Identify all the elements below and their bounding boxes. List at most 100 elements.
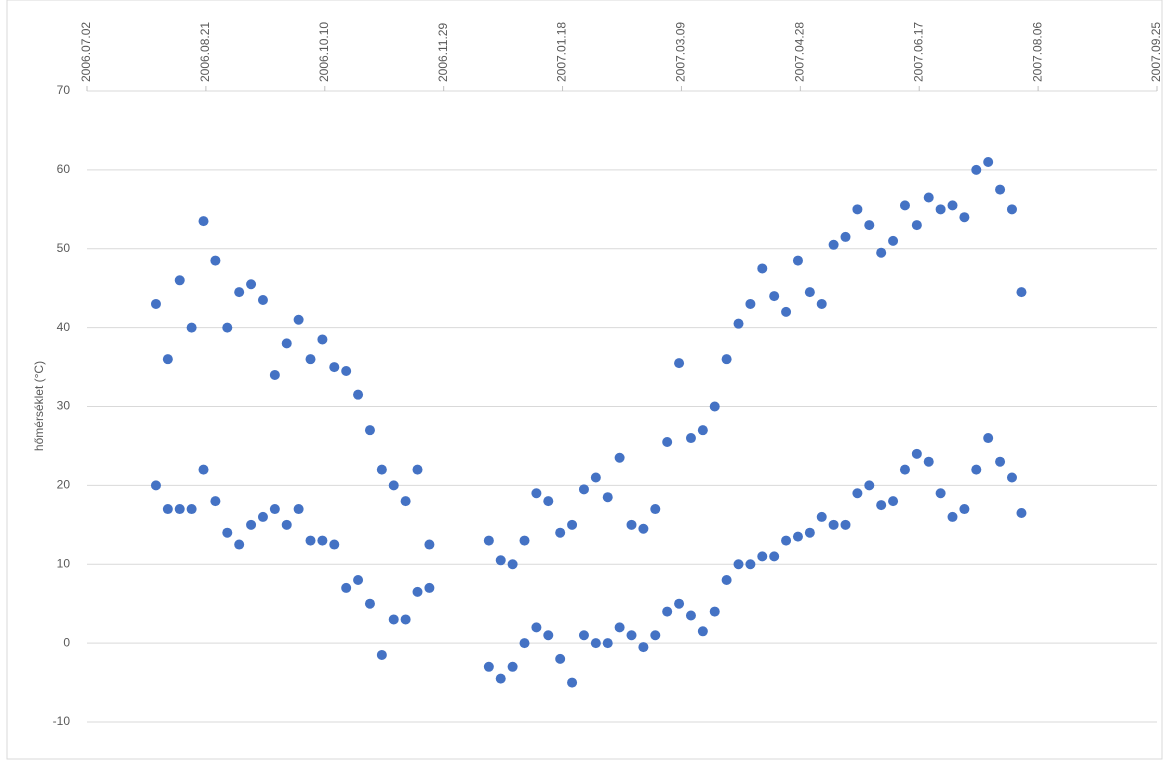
- x-tick-label: 2006.10.10: [317, 22, 331, 82]
- data-point: [888, 235, 899, 246]
- data-point: [983, 433, 994, 444]
- data-point: [412, 464, 423, 475]
- data-point: [971, 464, 982, 475]
- data-point: [341, 366, 352, 377]
- data-point: [364, 425, 375, 436]
- data-point: [852, 204, 863, 215]
- data-point: [364, 598, 375, 609]
- data-point: [697, 425, 708, 436]
- data-point: [1016, 507, 1027, 518]
- data-point: [662, 606, 673, 617]
- data-point: [507, 661, 518, 672]
- data-point: [519, 638, 530, 649]
- data-point: [269, 369, 280, 380]
- data-point: [733, 318, 744, 329]
- data-point: [626, 519, 637, 530]
- data-point: [317, 334, 328, 345]
- data-point: [567, 677, 578, 688]
- data-point: [840, 519, 851, 530]
- data-point: [198, 464, 209, 475]
- data-point: [353, 575, 364, 586]
- data-point: [709, 606, 720, 617]
- data-point: [186, 322, 197, 333]
- x-tick-label: 2007.06.17: [911, 22, 925, 82]
- data-point: [674, 358, 685, 369]
- data-point: [424, 582, 435, 593]
- data-point: [911, 448, 922, 459]
- x-tick-label: 2007.09.25: [1149, 22, 1163, 82]
- data-point: [662, 436, 673, 447]
- data-point: [959, 212, 970, 223]
- data-point: [852, 488, 863, 499]
- data-point: [376, 649, 387, 660]
- x-tick-label: 2006.07.02: [79, 22, 93, 82]
- data-point: [174, 275, 185, 286]
- data-point: [769, 291, 780, 302]
- data-point: [543, 496, 554, 507]
- y-axis-label: hőmérséklet (°C): [32, 361, 46, 451]
- data-point: [174, 504, 185, 515]
- data-point: [923, 456, 934, 467]
- data-point: [495, 555, 506, 566]
- data-point: [400, 614, 411, 625]
- data-point: [317, 535, 328, 546]
- data-point: [388, 480, 399, 491]
- chart-border: [6, 0, 1163, 760]
- data-point: [804, 287, 815, 298]
- data-point: [911, 220, 922, 231]
- data-point: [305, 354, 316, 365]
- data-point: [899, 464, 910, 475]
- data-point: [638, 523, 649, 534]
- x-tick-label: 2006.11.29: [436, 23, 450, 82]
- data-point: [947, 200, 958, 211]
- data-point: [899, 200, 910, 211]
- y-tick-label: 40: [57, 320, 71, 334]
- data-point: [519, 535, 530, 546]
- data-point: [935, 488, 946, 499]
- data-point: [923, 192, 934, 203]
- data-point: [578, 484, 589, 495]
- data-point: [709, 401, 720, 412]
- data-point: [888, 496, 899, 507]
- data-point: [995, 184, 1006, 195]
- data-point: [876, 500, 887, 511]
- data-point: [745, 298, 756, 309]
- data-point: [150, 480, 161, 491]
- data-point: [543, 630, 554, 641]
- data-point: [864, 480, 875, 491]
- data-point: [840, 231, 851, 242]
- y-tick-label: 0: [63, 635, 70, 649]
- data-point: [293, 504, 304, 515]
- data-point: [531, 622, 542, 633]
- data-point: [828, 239, 839, 250]
- data-point: [150, 298, 161, 309]
- data-point: [804, 527, 815, 538]
- data-point: [281, 519, 292, 530]
- data-point: [341, 582, 352, 593]
- data-point: [828, 519, 839, 530]
- data-point: [602, 492, 613, 503]
- data-point: [162, 354, 173, 365]
- data-point: [614, 622, 625, 633]
- data-point: [246, 279, 257, 290]
- data-point: [293, 314, 304, 325]
- data-point: [329, 362, 340, 373]
- x-tick-label: 2007.08.06: [1030, 22, 1044, 82]
- data-point: [1006, 204, 1017, 215]
- data-point: [388, 614, 399, 625]
- data-point: [876, 247, 887, 258]
- data-point: [816, 298, 827, 309]
- data-point: [555, 527, 566, 538]
- data-point: [721, 575, 732, 586]
- data-point: [1016, 287, 1027, 298]
- data-point: [376, 464, 387, 475]
- data-point: [650, 504, 661, 515]
- data-point: [638, 642, 649, 653]
- data-point: [947, 511, 958, 522]
- y-tick-label: -10: [53, 714, 71, 728]
- data-point: [257, 295, 268, 306]
- data-point: [1006, 472, 1017, 483]
- data-point: [257, 511, 268, 522]
- data-point: [757, 551, 768, 562]
